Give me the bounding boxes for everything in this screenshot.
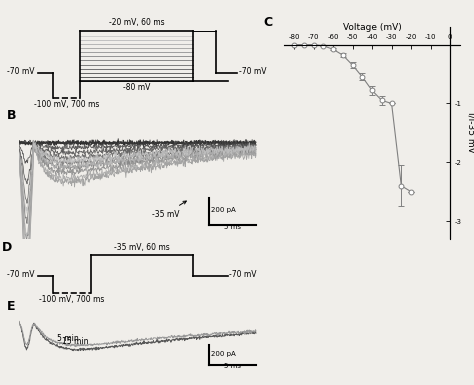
Text: -100 mV, 700 ms: -100 mV, 700 ms (34, 100, 99, 109)
X-axis label: Voltage (mV): Voltage (mV) (343, 23, 401, 32)
Text: 5 ms: 5 ms (224, 224, 241, 230)
Text: 200 pA: 200 pA (211, 207, 236, 213)
Text: -70 mV: -70 mV (239, 67, 266, 76)
Text: 15 min: 15 min (62, 336, 88, 345)
Text: C: C (264, 16, 273, 29)
Text: -35 mV: -35 mV (152, 201, 186, 219)
Text: -70 mV: -70 mV (229, 270, 257, 279)
Text: D: D (2, 241, 13, 254)
Text: -70 mV: -70 mV (7, 270, 34, 279)
Text: -80 mV: -80 mV (123, 83, 150, 92)
Text: -20 mV, 60 ms: -20 mV, 60 ms (109, 18, 164, 27)
Text: -70 mV: -70 mV (7, 67, 34, 76)
Text: E: E (7, 300, 15, 313)
Text: B: B (7, 109, 16, 122)
Text: 5 ms: 5 ms (224, 363, 241, 369)
Text: -35 mV, 60 ms: -35 mV, 60 ms (114, 243, 170, 252)
Text: 5 min: 5 min (57, 334, 79, 343)
Text: 200 pA: 200 pA (211, 351, 236, 357)
Y-axis label: I/I-35 mV: I/I-35 mV (467, 112, 474, 153)
Text: -100 mV, 700 ms: -100 mV, 700 ms (39, 295, 105, 304)
